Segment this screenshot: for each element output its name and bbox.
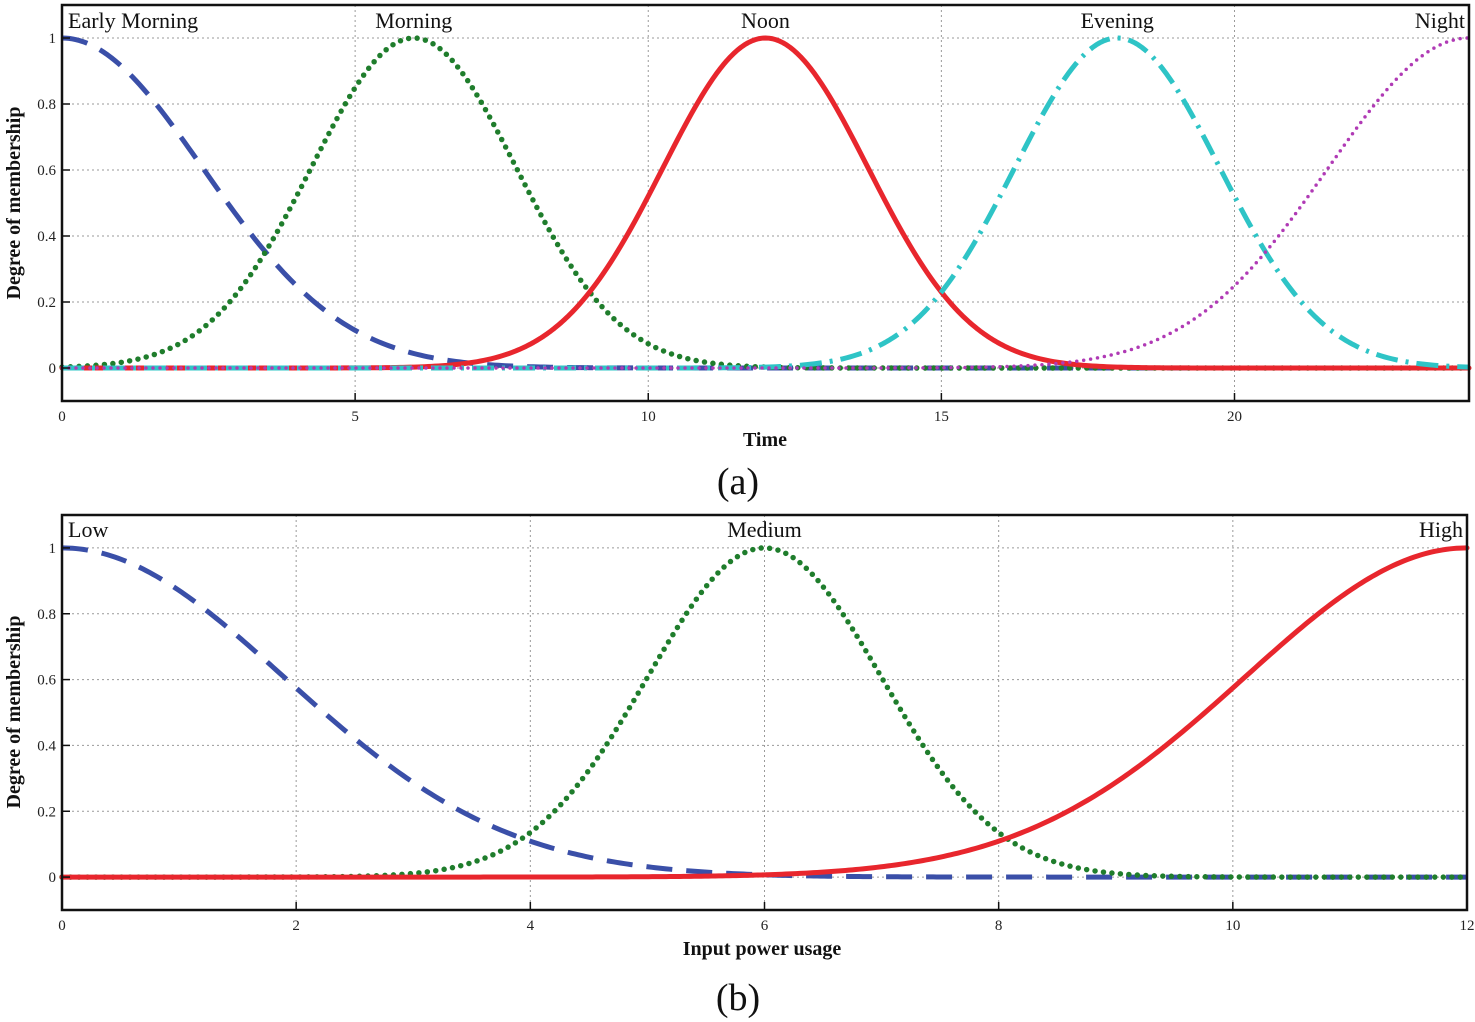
panel-label-b: (b): [716, 977, 760, 1019]
y-tick-label: 0.2: [37, 804, 56, 820]
y-tick-label: 0.8: [37, 607, 56, 623]
y-tick-label: 0.8: [37, 97, 56, 113]
series-names-b: Low Medium High: [68, 517, 1463, 542]
y-axis-label-a: Degree of membership: [3, 107, 25, 300]
series-layer-a: [59, 35, 1472, 371]
series-name-low: Low: [68, 517, 108, 542]
x-tick-label: 0: [58, 918, 66, 934]
series-name-night: Night: [1415, 8, 1465, 33]
series-name-morning: Morning: [375, 8, 452, 33]
ticks-b: 0 2 4 6 8 10 12 0 0.2 0.4 0.6 0.8 1: [37, 541, 1474, 934]
series-line-early-morning: [61, 35, 1469, 371]
series-names-a: Early Morning Morning Noon Evening Night: [68, 8, 1465, 33]
series-line-morning: [59, 35, 1472, 371]
x-tick-label: 6: [761, 918, 769, 934]
y-tick-label: 0.2: [37, 295, 56, 311]
series-layer-b: [59, 545, 1470, 880]
chart-a: 0 5 10 15 20 0 0.2 0.4 0.6 0.8 1 Early Morning Morn…: [3, 3, 1472, 503]
x-tick-label: 15: [934, 409, 949, 425]
series-line-evening: [62, 35, 1470, 371]
series-name-evening: Evening: [1081, 8, 1154, 33]
series-line-high: [59, 545, 1470, 880]
x-tick-label: 8: [995, 918, 1003, 934]
y-tick-label: 0: [49, 870, 57, 886]
x-tick-label: 2: [292, 918, 300, 934]
x-tick-label: 20: [1227, 409, 1242, 425]
plot-frame-a: [60, 3, 1471, 403]
x-tick-label: 10: [1225, 918, 1240, 934]
y-tick-label: 0.4: [37, 738, 56, 754]
series-name-high: High: [1419, 517, 1463, 542]
y-tick-label: 0: [49, 361, 57, 377]
series-line-noon: [59, 35, 1472, 371]
x-axis-label-b: Input power usage: [683, 938, 842, 960]
x-tick-label: 5: [351, 409, 359, 425]
y-tick-label: 0.4: [37, 229, 56, 245]
ticks-a: 0 5 10 15 20 0 0.2 0.4 0.6 0.8 1: [37, 31, 1242, 425]
x-axis-label-a: Time: [743, 429, 787, 451]
x-tick-label: 4: [527, 918, 535, 934]
series-name-noon: Noon: [741, 8, 790, 33]
series-name-medium: Medium: [727, 517, 802, 542]
chart-b: 0 2 4 6 8 10 12 0 0.2 0.4 0.6 0.8 1 Low Medium High In…: [3, 513, 1475, 1019]
y-tick-label: 1: [49, 31, 57, 47]
x-tick-label: 10: [641, 409, 656, 425]
series-name-early-morning: Early Morning: [68, 8, 198, 33]
y-tick-label: 1: [49, 541, 57, 557]
panel-label-a: (a): [717, 461, 759, 503]
grid-a: [61, 5, 1469, 401]
x-tick-label: 12: [1460, 918, 1475, 934]
y-tick-label: 0.6: [37, 163, 56, 179]
y-tick-label: 0.6: [37, 673, 56, 689]
series-line-low: [61, 545, 1467, 880]
series-line-medium: [59, 545, 1470, 880]
grid-b: [61, 515, 1468, 910]
y-axis-label-b: Degree of membership: [3, 616, 25, 809]
x-tick-label: 0: [58, 409, 66, 425]
series-line-night: [60, 36, 1471, 370]
